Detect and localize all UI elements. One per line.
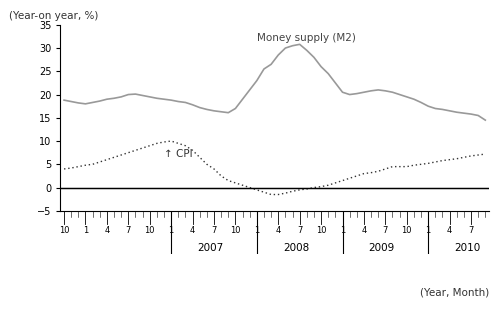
Text: 4: 4 (276, 226, 281, 235)
Text: 7: 7 (211, 226, 217, 235)
Text: 10: 10 (316, 226, 327, 235)
Text: 7: 7 (297, 226, 302, 235)
Text: 4: 4 (104, 226, 109, 235)
Text: 2010: 2010 (454, 243, 481, 253)
Text: Money supply (M2): Money supply (M2) (258, 33, 356, 43)
Text: 10: 10 (59, 226, 69, 235)
Text: 1: 1 (83, 226, 88, 235)
Text: (Year, Month): (Year, Month) (420, 288, 489, 298)
Text: 10: 10 (402, 226, 412, 235)
Text: 10: 10 (230, 226, 240, 235)
Text: 2009: 2009 (368, 243, 395, 253)
Text: (Year-on year, %): (Year-on year, %) (9, 11, 98, 21)
Text: 4: 4 (361, 226, 366, 235)
Text: 1: 1 (254, 226, 260, 235)
Text: 1: 1 (340, 226, 345, 235)
Text: 2008: 2008 (283, 243, 309, 253)
Text: 4: 4 (190, 226, 195, 235)
Text: 4: 4 (447, 226, 452, 235)
Text: 7: 7 (125, 226, 131, 235)
Text: 10: 10 (145, 226, 155, 235)
Text: 1: 1 (425, 226, 431, 235)
Text: 7: 7 (468, 226, 474, 235)
Text: ↑ CPI: ↑ CPI (164, 149, 193, 159)
Text: 1: 1 (168, 226, 174, 235)
Text: 7: 7 (383, 226, 388, 235)
Text: 2007: 2007 (197, 243, 224, 253)
